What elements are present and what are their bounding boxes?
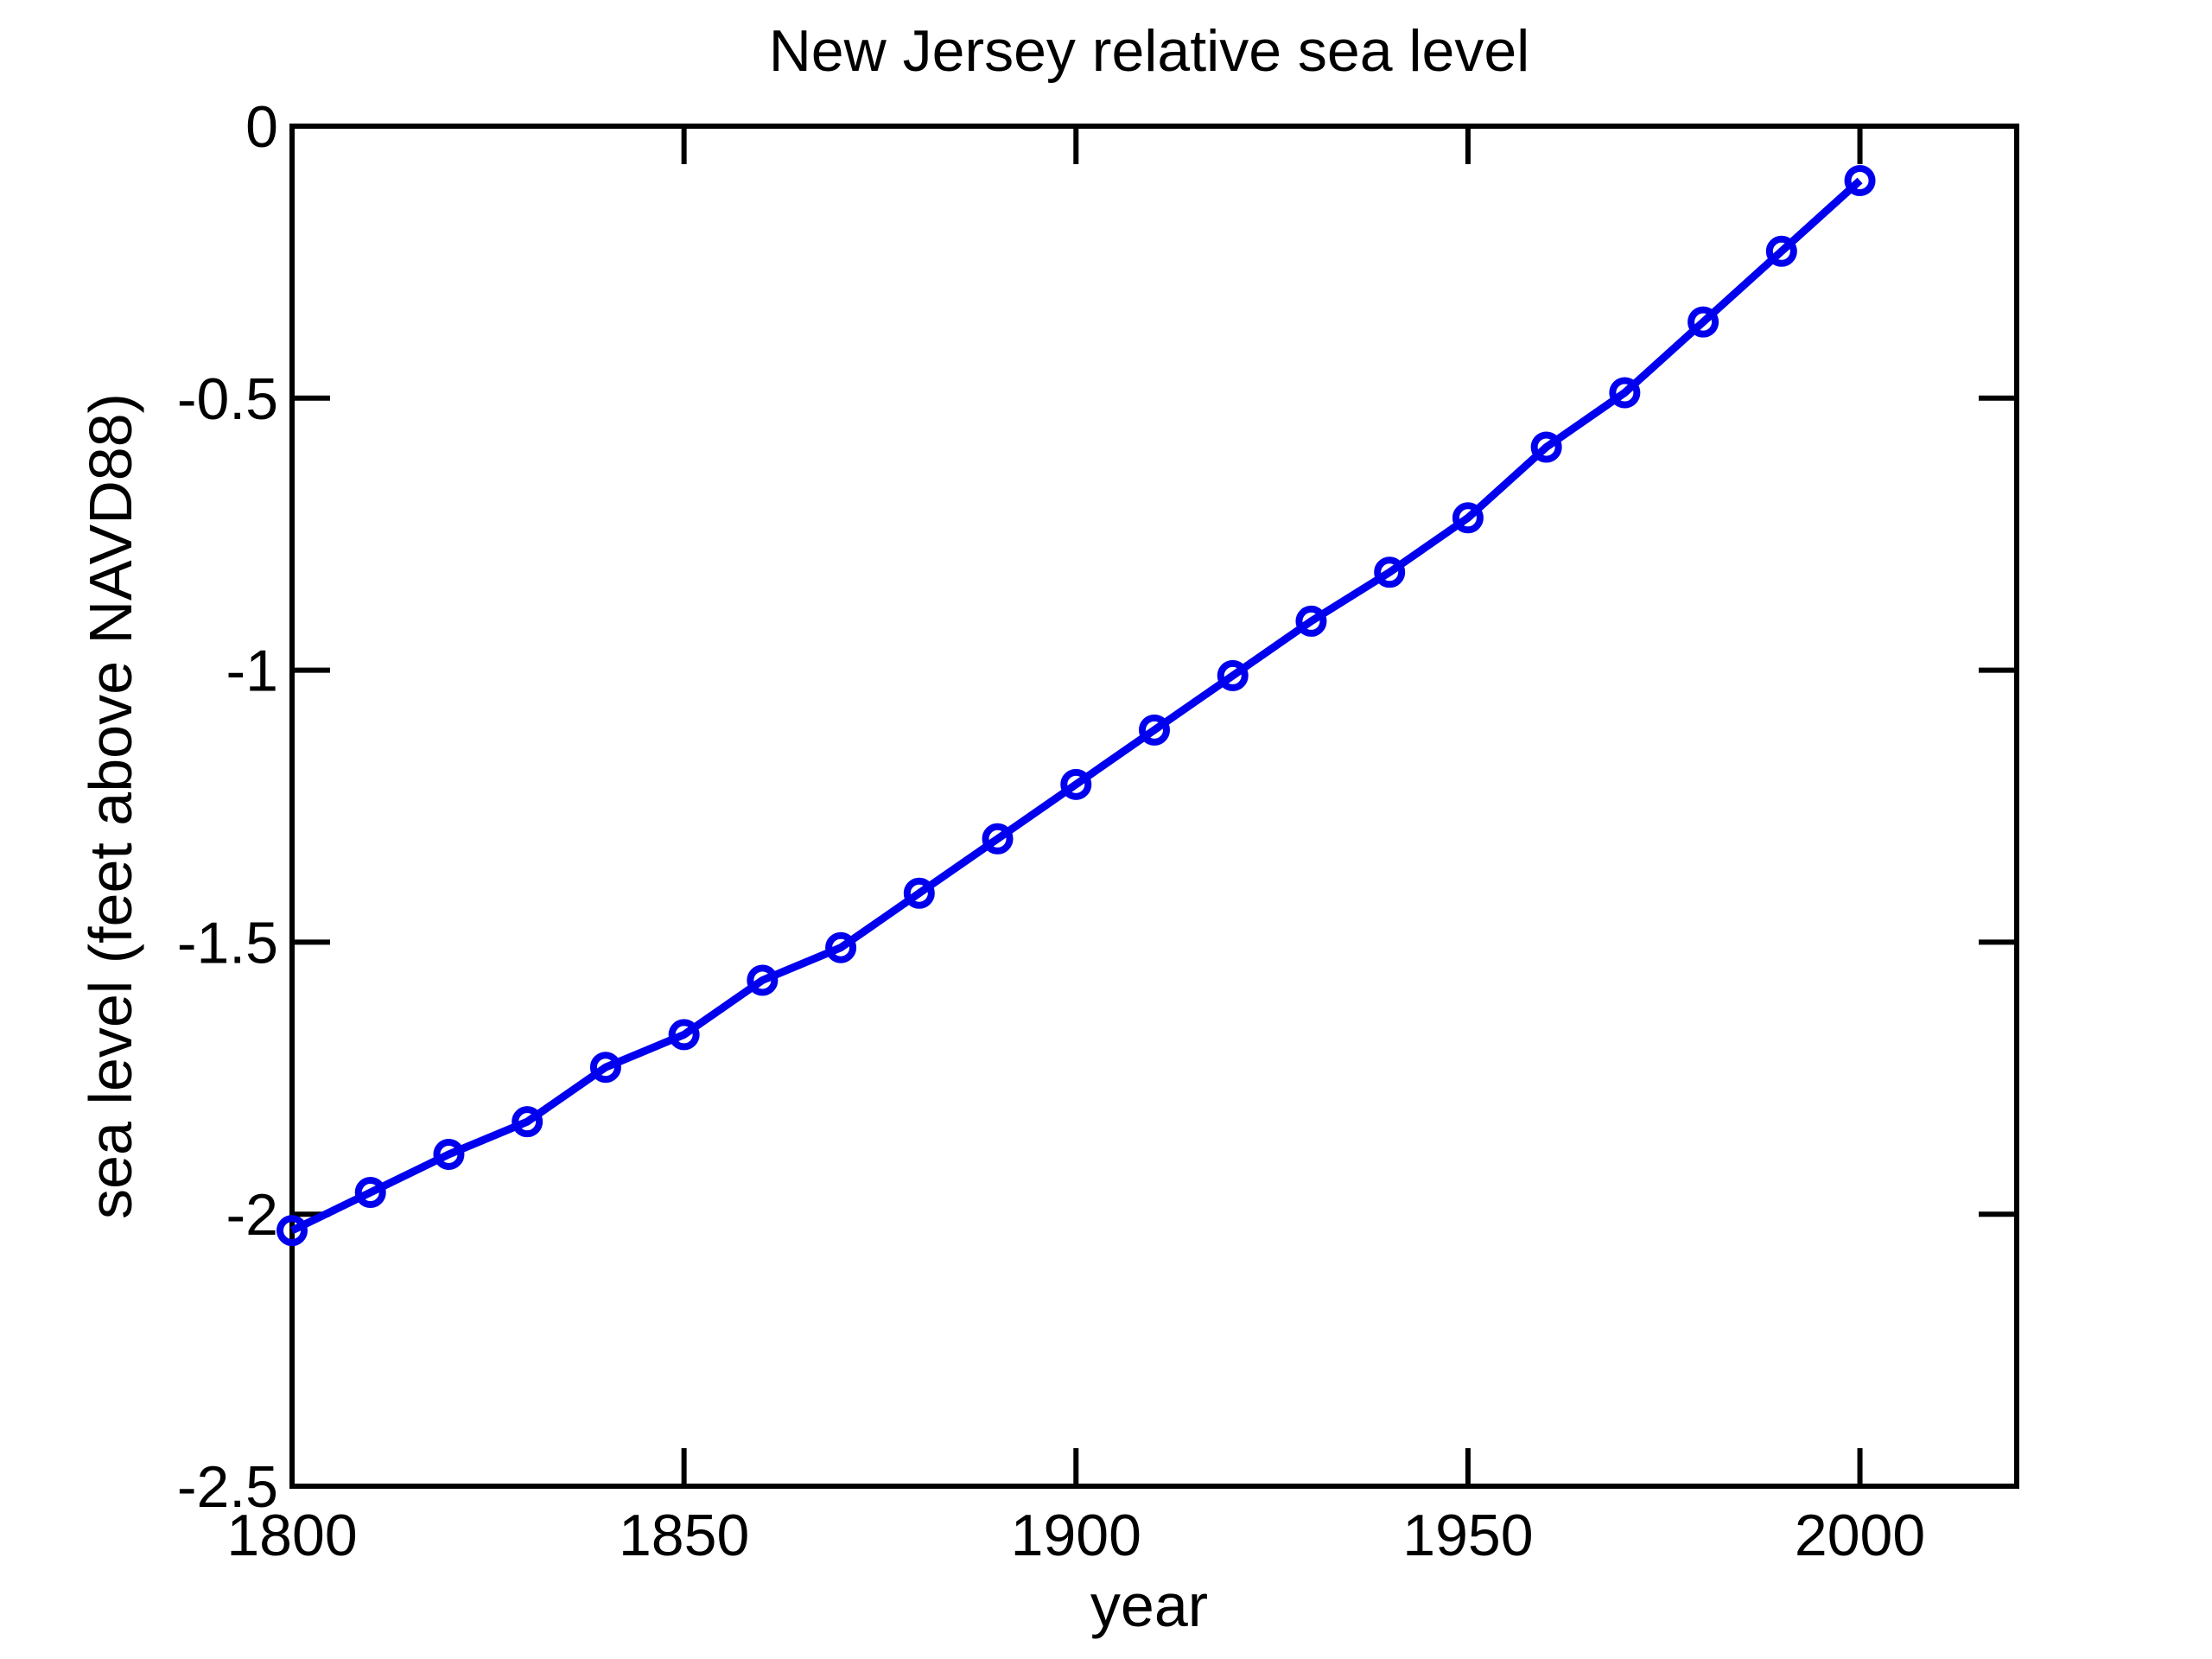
series-line	[290, 177, 1863, 1235]
data-point-marker	[276, 1215, 308, 1247]
y-axis-ticks: 0 -0.5 -1 -1.5 -2 -2.5	[177, 94, 2017, 1520]
y-axis-label: sea level (feet above NAVD88)	[77, 393, 144, 1219]
x-axis-ticks: 1800 1850 1900 1950 2000	[226, 126, 1925, 1568]
data-point-marker	[1217, 659, 1249, 691]
data-point-marker	[1295, 605, 1327, 637]
y-tick-label: -2	[226, 1182, 278, 1248]
data-point-marker	[512, 1106, 543, 1138]
data-point-marker	[825, 931, 857, 963]
data-point-marker	[1609, 377, 1641, 409]
data-point-marker	[668, 1019, 700, 1051]
y-tick-label: -0.5	[177, 366, 278, 432]
y-tick-label: -1	[226, 639, 278, 704]
data-point-marker	[433, 1138, 465, 1170]
plot-area-frame	[289, 124, 2019, 1489]
y-tick-label: 0	[245, 94, 278, 160]
x-tick-label: 1800	[226, 1503, 357, 1568]
data-point-marker	[354, 1177, 386, 1209]
data-point-marker	[903, 877, 935, 909]
data-point-marker	[589, 1052, 621, 1084]
data-point-marker	[982, 823, 1014, 855]
data-point-marker	[1452, 502, 1484, 534]
data-point-marker	[1139, 714, 1170, 746]
x-tick-label: 1950	[1402, 1503, 1533, 1568]
chart-title: New Jersey relative sea level	[769, 18, 1530, 84]
data-point-marker	[1765, 235, 1797, 267]
data-point-marker	[1374, 556, 1406, 588]
x-tick-label: 1850	[619, 1503, 749, 1568]
y-tick-label: -2.5	[177, 1454, 278, 1520]
data-point-marker	[1060, 768, 1092, 800]
x-tick-label: 2000	[1795, 1503, 1925, 1568]
data-point-marker	[1530, 431, 1562, 463]
series-layer	[276, 164, 1876, 1247]
y-tick-label: -1.5	[177, 910, 278, 976]
x-tick-label: 1900	[1011, 1503, 1141, 1568]
data-point-marker	[1688, 306, 1719, 338]
x-axis-label: year	[1090, 1572, 1208, 1639]
data-point-marker	[747, 964, 779, 996]
data-point-marker	[1844, 164, 1876, 196]
